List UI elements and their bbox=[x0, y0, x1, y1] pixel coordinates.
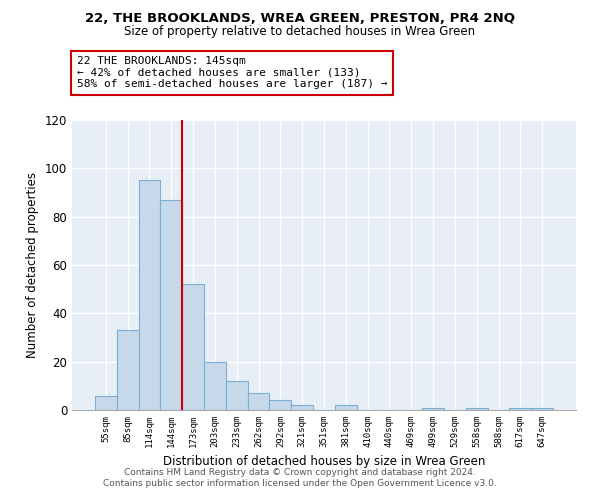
Bar bbox=[117, 330, 139, 410]
Bar bbox=[95, 396, 117, 410]
Text: Contains HM Land Registry data © Crown copyright and database right 2024.
Contai: Contains HM Land Registry data © Crown c… bbox=[103, 468, 497, 487]
Bar bbox=[182, 284, 204, 410]
Bar bbox=[139, 180, 160, 410]
Bar bbox=[269, 400, 291, 410]
Bar bbox=[226, 381, 248, 410]
Bar bbox=[531, 408, 553, 410]
Bar bbox=[160, 200, 182, 410]
X-axis label: Distribution of detached houses by size in Wrea Green: Distribution of detached houses by size … bbox=[163, 456, 485, 468]
Bar bbox=[422, 408, 444, 410]
Text: 22, THE BROOKLANDS, WREA GREEN, PRESTON, PR4 2NQ: 22, THE BROOKLANDS, WREA GREEN, PRESTON,… bbox=[85, 12, 515, 26]
Text: Size of property relative to detached houses in Wrea Green: Size of property relative to detached ho… bbox=[124, 25, 476, 38]
Bar bbox=[509, 408, 531, 410]
Bar bbox=[335, 405, 357, 410]
Bar bbox=[291, 405, 313, 410]
Bar bbox=[466, 408, 488, 410]
Bar bbox=[248, 393, 269, 410]
Y-axis label: Number of detached properties: Number of detached properties bbox=[26, 172, 39, 358]
Text: 22 THE BROOKLANDS: 145sqm
← 42% of detached houses are smaller (133)
58% of semi: 22 THE BROOKLANDS: 145sqm ← 42% of detac… bbox=[77, 56, 388, 90]
Bar bbox=[204, 362, 226, 410]
